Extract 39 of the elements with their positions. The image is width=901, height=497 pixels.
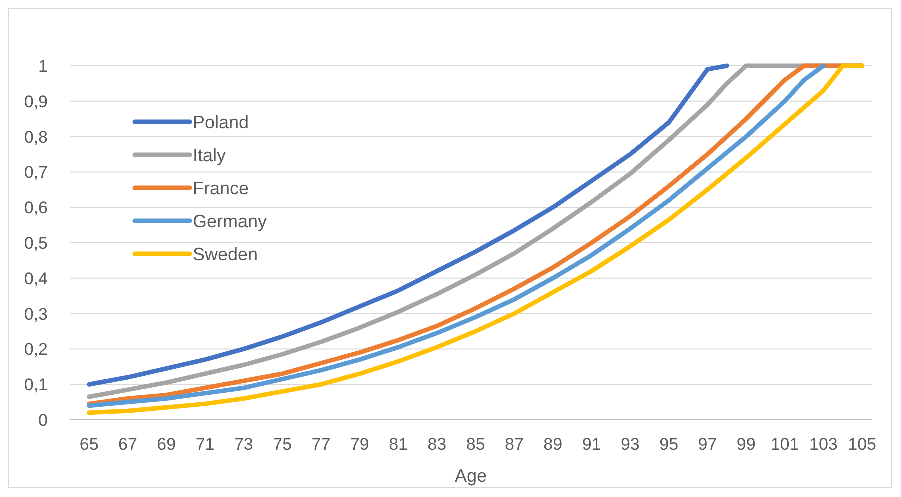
x-tick-label: 81 xyxy=(389,435,408,454)
line-series xyxy=(87,64,730,387)
x-tick-label: 79 xyxy=(350,435,370,454)
x-tick-label: 65 xyxy=(80,435,99,454)
y-tick-label: 0,5 xyxy=(24,234,48,253)
x-tick-label: 95 xyxy=(660,435,679,454)
x-tick-label: 99 xyxy=(736,435,756,454)
x-tick-label: 69 xyxy=(157,435,176,454)
x-tick-label: 87 xyxy=(505,435,524,454)
legend-label: Italy xyxy=(193,145,226,166)
y-tick-label: 0,4 xyxy=(24,269,48,288)
legend-label: France xyxy=(193,178,250,198)
y-tick-label: 0,2 xyxy=(24,340,48,360)
legend-label: Sweden xyxy=(193,244,258,264)
x-tick-label: 91 xyxy=(582,435,602,454)
y-tick-label: 0 xyxy=(38,410,48,430)
y-tick-label: 0,9 xyxy=(24,92,48,112)
x-tick-label: 71 xyxy=(196,435,215,454)
x-tick-label: 89 xyxy=(544,435,563,454)
x-tick-label: 103 xyxy=(810,435,838,454)
x-tick-label: 67 xyxy=(118,435,138,454)
y-tick-label: 0,1 xyxy=(24,376,48,395)
legend-label: Poland xyxy=(193,112,250,132)
legend-label: Germany xyxy=(193,211,268,232)
x-tick-label: 73 xyxy=(234,435,254,454)
x-axis-title: Age xyxy=(454,466,488,486)
x-tick-label: 105 xyxy=(848,435,877,454)
x-tick-label: 101 xyxy=(770,435,800,454)
x-tick-label: 77 xyxy=(312,435,331,454)
x-tick-label: 75 xyxy=(273,435,292,454)
y-tick-label: 0,8 xyxy=(24,128,48,147)
x-tick-label: 97 xyxy=(698,435,718,454)
y-tick-label: 0,6 xyxy=(24,198,48,218)
y-tick-label: 0,3 xyxy=(24,304,48,324)
x-tick-label: 93 xyxy=(620,435,640,454)
x-tick-label: 83 xyxy=(428,435,447,454)
y-tick-label: 1 xyxy=(38,56,48,76)
y-tick-label: 0,7 xyxy=(24,163,48,182)
x-tick-label: 85 xyxy=(466,435,486,454)
